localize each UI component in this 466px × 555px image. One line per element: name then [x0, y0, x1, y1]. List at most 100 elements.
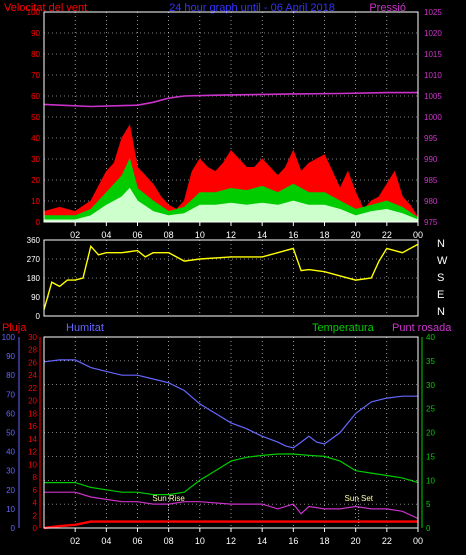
wind-panel-xtick-04: 04: [101, 230, 111, 240]
rain-axis-ytick-22: 22: [28, 384, 37, 393]
humidity-axis-ytick-30: 30: [6, 467, 15, 476]
direction-axis-ytick-0: 0: [36, 312, 41, 321]
humidity-axis-ytick-60: 60: [6, 409, 15, 418]
compass-n-bottom: N: [437, 306, 445, 318]
chart-title: 24 hour graph until - 06 April 2018: [169, 2, 335, 14]
humidity-axis-ytick-10: 10: [6, 505, 15, 514]
wind-direction-series: [43, 243, 419, 310]
humidity-axis-ytick-50: 50: [6, 429, 15, 438]
rain-axis-ytick-14: 14: [28, 435, 37, 444]
wind-axis-ytick-80: 80: [31, 50, 40, 59]
humidity-axis-ytick-100: 100: [2, 333, 16, 342]
wind-axis-ytick-100: 100: [27, 8, 41, 17]
rain-axis-ytick-2: 2: [33, 511, 38, 520]
wind-axis-ytick-30: 30: [31, 155, 40, 164]
wind-axis-ytick-0: 0: [36, 218, 41, 227]
climate-panel-xtick-22: 22: [382, 536, 392, 546]
humidity-axis-ytick-40: 40: [6, 448, 15, 457]
temperature-axis-ytick-0: 0: [426, 524, 431, 533]
climate-panel-xtick-20: 20: [351, 536, 361, 546]
pressure-axis-ytick-990: 990: [424, 155, 438, 164]
climate-panel-xtick-18: 18: [319, 536, 329, 546]
climate-panel-xtick-06: 06: [132, 536, 142, 546]
direction-axis-ytick-90: 90: [31, 293, 40, 302]
wind-panel-xtick-12: 12: [226, 230, 236, 240]
pressure-axis-ytick-985: 985: [424, 176, 438, 185]
wind-axis-ytick-40: 40: [31, 134, 40, 143]
rain-axis-ytick-6: 6: [33, 486, 38, 495]
pressure-axis-ytick-995: 995: [424, 134, 438, 143]
pressure-axis-ytick-975: 975: [424, 218, 438, 227]
rain-axis-ytick-28: 28: [28, 346, 37, 355]
temperature-axis-ytick-20: 20: [426, 429, 435, 438]
sunrise-marker-label: Sun Rise: [152, 494, 185, 503]
temperature-series: [44, 453, 419, 496]
rain-axis-ytick-30: 30: [28, 333, 37, 342]
rain-axis-ytick-4: 4: [33, 499, 38, 508]
direction-axis-ytick-360: 360: [27, 236, 41, 245]
temperature-axis-ytick-10: 10: [426, 476, 435, 485]
wind-axis-ytick-90: 90: [31, 29, 40, 38]
wind-panel-xtick-08: 08: [164, 230, 174, 240]
compass-n-top: N: [437, 238, 445, 250]
wind-panel-xtick-20: 20: [351, 230, 361, 240]
dewpoint-series: [44, 491, 419, 520]
climate-panel-xtick-10: 10: [195, 536, 205, 546]
temperature-axis-ytick-25: 25: [426, 405, 435, 414]
climate-panel-xtick-08: 08: [164, 536, 174, 546]
pressure-axis-ytick-1005: 1005: [424, 92, 442, 101]
pressure-title: Pressió: [369, 2, 406, 14]
wind-panel-xtick-18: 18: [319, 230, 329, 240]
compass-w: W: [437, 255, 448, 267]
compass-s: S: [437, 272, 444, 284]
direction-panel-frame: [43, 239, 419, 317]
humidity-axis-ytick-70: 70: [6, 390, 15, 399]
wind-speed-title: Velocitat del vent: [4, 2, 87, 14]
temperature-axis-ytick-30: 30: [426, 381, 435, 390]
humidity-axis-ytick-0: 0: [11, 524, 16, 533]
rain-title: Pluja: [2, 322, 27, 334]
rain-axis-ytick-10: 10: [28, 460, 37, 469]
pressure-axis-ytick-1015: 1015: [424, 50, 442, 59]
direction-axis-ytick-180: 180: [27, 274, 41, 283]
pressure-axis-ytick-1010: 1010: [424, 71, 442, 80]
wind-panel-xtick-22: 22: [382, 230, 392, 240]
pressure-axis-ytick-1025: 1025: [424, 8, 442, 17]
marker-layer: Sun Rise Sun Set: [152, 494, 374, 528]
rain-axis-ytick-16: 16: [28, 422, 37, 431]
compass-e: E: [437, 289, 444, 301]
temperature-axis-ytick-15: 15: [426, 452, 435, 461]
temperature-title: Temperatura: [312, 322, 375, 334]
wind-minimum-series: [43, 187, 419, 223]
grid-layer: [44, 12, 418, 528]
rain-axis-ytick-20: 20: [28, 397, 37, 406]
direction-axis-ytick-270: 270: [27, 255, 41, 264]
climate-panel-xtick-14: 14: [257, 536, 267, 546]
temperature-axis-ytick-40: 40: [426, 333, 435, 342]
rain-axis-ytick-8: 8: [33, 473, 38, 482]
wind-panel-xtick-02: 02: [70, 230, 80, 240]
wind-panel-xtick-10: 10: [195, 230, 205, 240]
climate-panel-xtick-16: 16: [288, 536, 298, 546]
humidity-axis-ytick-90: 90: [6, 352, 15, 361]
wind-panel-xtick-06: 06: [132, 230, 142, 240]
humidity-axis-ytick-20: 20: [6, 486, 15, 495]
wind-axis-ytick-10: 10: [31, 197, 40, 206]
humidity-series: [43, 359, 418, 449]
temperature-axis-ytick-5: 5: [426, 500, 431, 509]
climate-panel-xtick-04: 04: [101, 536, 111, 546]
humidity-title: Humitat: [66, 322, 104, 334]
climate-panel-xtick-12: 12: [226, 536, 236, 546]
dewpoint-title: Punt rosada: [392, 322, 452, 334]
wind-axis-ytick-20: 20: [31, 176, 40, 185]
wind-panel-xtick-00: 00: [413, 230, 423, 240]
rain-axis-ytick-12: 12: [28, 448, 37, 457]
temperature-axis-ytick-35: 35: [426, 357, 435, 366]
climate-panel-xtick-00: 00: [413, 536, 423, 546]
wind-panel-xtick-16: 16: [288, 230, 298, 240]
climate-panel-xtick-02: 02: [70, 536, 80, 546]
rain-axis-ytick-24: 24: [28, 371, 37, 380]
rain-axis-ytick-26: 26: [28, 358, 37, 367]
sunset-marker-label: Sun Set: [345, 494, 374, 503]
